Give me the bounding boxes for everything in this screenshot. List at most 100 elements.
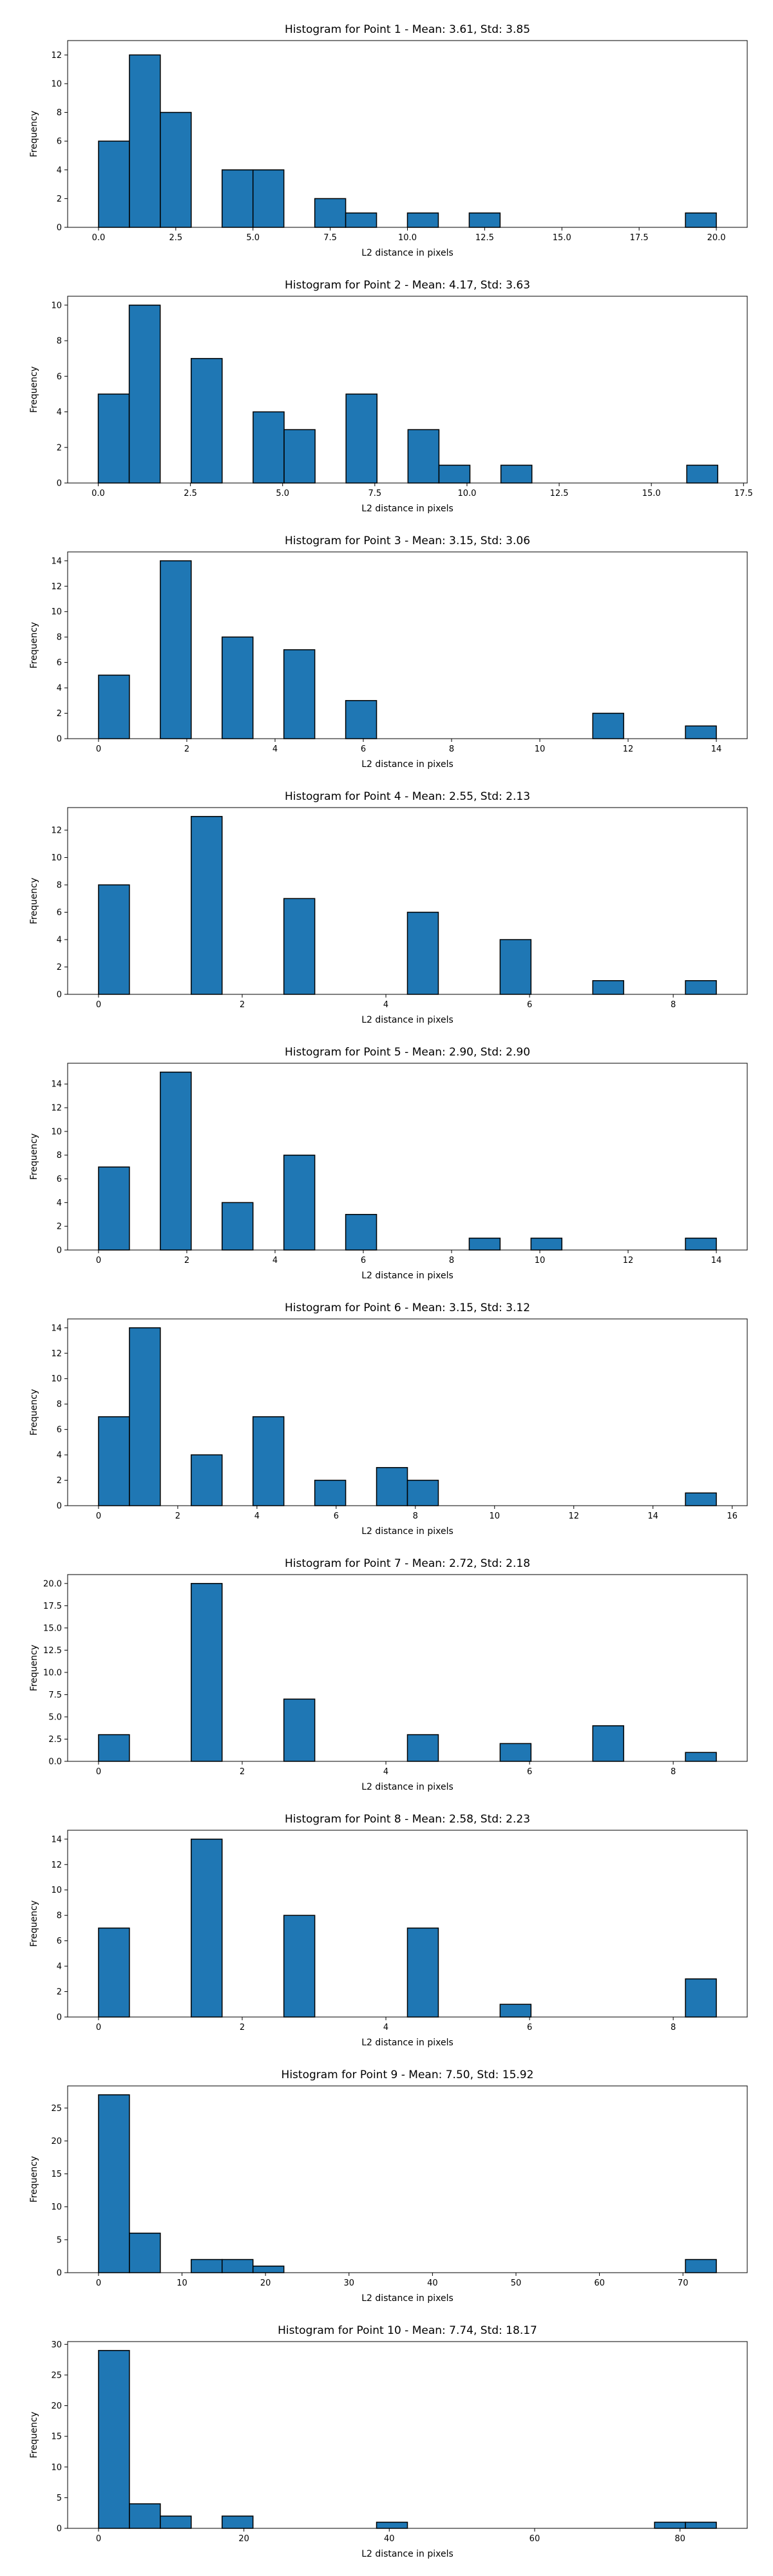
x-tick-label: 10 bbox=[489, 1511, 500, 1521]
axes-frame bbox=[67, 807, 748, 995]
histogram-bar bbox=[283, 1915, 316, 2018]
y-axis-label: Frequency bbox=[29, 1133, 39, 1180]
x-tick-label: 4 bbox=[383, 2023, 388, 2032]
histogram-bar bbox=[592, 1725, 624, 1762]
x-tick-label: 6 bbox=[527, 1767, 532, 1777]
chart-title: Histogram for Point 2 - Mean: 4.17, Std:… bbox=[285, 279, 530, 292]
x-tick-label: 12 bbox=[623, 1256, 634, 1265]
y-tick-label: 6 bbox=[57, 372, 62, 382]
x-tick-label: 14 bbox=[711, 744, 722, 754]
y-tick-label: 0 bbox=[57, 1246, 62, 1256]
x-tick-label: 20 bbox=[260, 2278, 271, 2288]
x-tick-label: 8 bbox=[449, 744, 454, 754]
histogram-bar bbox=[283, 1154, 316, 1251]
histogram-bar bbox=[406, 1927, 439, 2018]
y-tick-label: 10 bbox=[51, 2202, 62, 2212]
histogram-bar bbox=[283, 898, 316, 995]
y-tick-label: 14 bbox=[51, 556, 62, 566]
y-tick-label: 0 bbox=[57, 223, 62, 233]
y-tick-label: 10 bbox=[51, 301, 62, 310]
chart-title: Histogram for Point 7 - Mean: 2.72, Std:… bbox=[285, 1557, 530, 1570]
y-axis-label: Frequency bbox=[29, 622, 39, 668]
y-axis-label: Frequency bbox=[29, 2156, 39, 2202]
y-tick-label: 14 bbox=[51, 1323, 62, 1333]
x-tick-label: 7.5 bbox=[368, 489, 381, 498]
histogram-panel-10: Histogram for Point 10 - Mean: 7.74, Std… bbox=[29, 2324, 748, 2559]
histogram-bar bbox=[685, 212, 717, 228]
x-axis-label: L2 distance in pixels bbox=[361, 1015, 453, 1025]
x-tick-label: 2 bbox=[240, 1000, 245, 1010]
x-axis-label: L2 distance in pixels bbox=[361, 1782, 453, 1792]
axes-frame bbox=[67, 1830, 748, 2018]
x-tick-label: 0 bbox=[96, 2278, 101, 2288]
histogram-bar bbox=[98, 1734, 130, 1762]
y-tick-label: 6 bbox=[57, 137, 62, 147]
histogram-bar bbox=[191, 1454, 223, 1506]
x-tick-label: 0 bbox=[96, 2534, 101, 2544]
histogram-bar bbox=[129, 1327, 161, 1506]
chart-title: Histogram for Point 4 - Mean: 2.55, Std:… bbox=[285, 790, 530, 803]
y-tick-label: 6 bbox=[57, 1425, 62, 1435]
y-tick-label: 5 bbox=[57, 2494, 62, 2503]
histogram-bar bbox=[129, 54, 161, 228]
y-tick-label: 20 bbox=[51, 2137, 62, 2146]
y-tick-label: 17.5 bbox=[43, 1602, 62, 1611]
histogram-bar bbox=[685, 1752, 717, 1762]
x-tick-label: 17.5 bbox=[630, 233, 649, 243]
x-tick-label: 2.5 bbox=[169, 233, 182, 243]
y-tick-label: 14 bbox=[51, 1835, 62, 1844]
y-tick-label: 4 bbox=[57, 1198, 62, 1208]
histogram-bar bbox=[222, 2259, 254, 2273]
y-tick-label: 20 bbox=[51, 2401, 62, 2411]
histogram-bar bbox=[407, 429, 440, 484]
x-tick-label: 0 bbox=[96, 1000, 101, 1010]
y-tick-label: 10.0 bbox=[43, 1668, 62, 1678]
histogram-bar bbox=[314, 1479, 347, 1506]
y-tick-label: 8 bbox=[57, 1400, 62, 1410]
x-tick-label: 8 bbox=[413, 1511, 418, 1521]
x-axis-label: L2 distance in pixels bbox=[361, 248, 453, 258]
axes-frame bbox=[67, 296, 748, 484]
x-tick-label: 6 bbox=[334, 1511, 339, 1521]
x-tick-label: 6 bbox=[527, 2023, 532, 2032]
y-tick-label: 10 bbox=[51, 79, 62, 89]
histogram-bar bbox=[685, 725, 717, 739]
x-tick-label: 80 bbox=[674, 2534, 685, 2544]
y-tick-label: 12 bbox=[51, 51, 62, 61]
histogram-bar bbox=[191, 2259, 223, 2273]
y-axis-label: Frequency bbox=[29, 366, 39, 413]
histogram-bar bbox=[406, 212, 439, 228]
x-tick-label: 0 bbox=[96, 1256, 101, 1265]
histogram-bar bbox=[345, 700, 377, 739]
y-tick-label: 7.5 bbox=[48, 1690, 62, 1700]
y-tick-label: 12 bbox=[51, 826, 62, 836]
histogram-bar bbox=[345, 212, 377, 228]
x-tick-label: 4 bbox=[383, 1767, 388, 1777]
x-tick-label: 12.5 bbox=[550, 489, 569, 498]
y-tick-label: 8 bbox=[57, 108, 62, 118]
histogram-panel-6: Histogram for Point 6 - Mean: 3.15, Std:… bbox=[29, 1302, 748, 1537]
x-tick-label: 7.5 bbox=[323, 233, 337, 243]
histogram-bar bbox=[654, 2521, 686, 2529]
histogram-bar bbox=[468, 1237, 501, 1251]
histogram-bar bbox=[253, 411, 285, 484]
x-tick-label: 40 bbox=[427, 2278, 438, 2288]
histogram-bar bbox=[406, 1734, 439, 1762]
x-tick-label: 60 bbox=[594, 2278, 605, 2288]
y-tick-label: 0 bbox=[57, 479, 62, 489]
axes-frame bbox=[67, 2341, 748, 2529]
y-tick-label: 15 bbox=[51, 2170, 62, 2179]
x-tick-label: 8 bbox=[671, 1767, 676, 1777]
histogram-bar bbox=[685, 1978, 717, 2018]
x-tick-label: 4 bbox=[272, 1256, 278, 1265]
y-tick-label: 10 bbox=[51, 607, 62, 617]
histogram-bar bbox=[685, 1492, 717, 1506]
y-tick-label: 12 bbox=[51, 1349, 62, 1359]
histogram-bar bbox=[376, 1467, 408, 1506]
y-tick-label: 2 bbox=[57, 1476, 62, 1486]
histogram-bar bbox=[160, 2515, 192, 2529]
x-tick-label: 30 bbox=[344, 2278, 355, 2288]
axes-frame bbox=[67, 1318, 748, 1506]
histogram-bar bbox=[222, 169, 254, 228]
